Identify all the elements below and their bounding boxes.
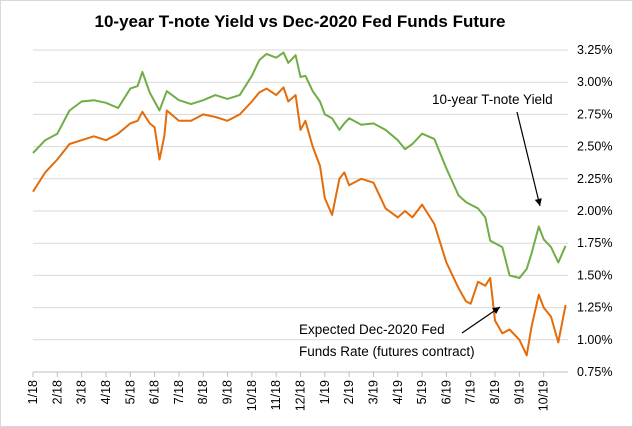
annotation-fed-funds: Funds Rate (futures contract): [299, 344, 475, 359]
series-line-10yr: [32, 51, 567, 279]
y-tick-label: 3.25%: [577, 43, 612, 57]
x-tick-label: 6/18: [148, 380, 162, 404]
chart-title: 10-year T-note Yield vs Dec-2020 Fed Fun…: [95, 12, 506, 31]
x-tick-label: 7/18: [172, 380, 186, 404]
x-tick-label: 12/18: [294, 380, 308, 411]
y-tick-label: 1.75%: [577, 236, 612, 250]
x-tick-label: 11/18: [269, 380, 283, 410]
x-tick-label: 1/19: [318, 380, 332, 404]
x-tick-label: 2/19: [342, 380, 356, 404]
y-tick-label: 2.50%: [577, 140, 612, 154]
x-tick-label: 8/19: [488, 380, 502, 404]
y-tick-label: 1.50%: [577, 268, 612, 282]
x-tick-label: 5/18: [123, 380, 137, 404]
y-tick-label: 2.00%: [577, 204, 612, 218]
y-tick-label: 2.25%: [577, 172, 612, 186]
x-tick-label: 9/18: [221, 380, 235, 404]
x-tick-label: 6/19: [439, 380, 453, 404]
x-tick-label: 10/19: [537, 380, 551, 411]
x-tick-label: 9/19: [512, 380, 526, 404]
y-tick-label: 2.75%: [577, 107, 612, 121]
annotation-arrow-10yr: [516, 111, 542, 207]
x-tick-label: 8/18: [196, 380, 210, 404]
x-tick-label: 3/18: [75, 380, 89, 404]
x-tick-label: 3/19: [366, 380, 380, 404]
x-tick-label: 10/18: [245, 380, 259, 411]
y-tick-label: 3.00%: [577, 75, 612, 89]
y-tick-label: 1.00%: [577, 333, 612, 347]
annotation-10yr: 10-year T-note Yield: [432, 92, 553, 107]
series-line-fed-funds: [32, 86, 567, 357]
x-tick-label: 5/19: [415, 380, 429, 404]
annotation-arrow-fed-funds: [461, 306, 501, 334]
x-tick-label: 1/18: [26, 380, 40, 404]
y-tick-label: 1.25%: [577, 301, 612, 315]
x-tick-label: 7/19: [464, 380, 478, 404]
x-tick-label: 4/19: [391, 380, 405, 404]
x-tick-label: 2/18: [50, 380, 64, 404]
x-tick-label: 4/18: [99, 380, 113, 404]
y-tick-label: 0.75%: [577, 365, 612, 379]
annotation-fed-funds: Expected Dec-2020 Fed: [299, 322, 445, 337]
